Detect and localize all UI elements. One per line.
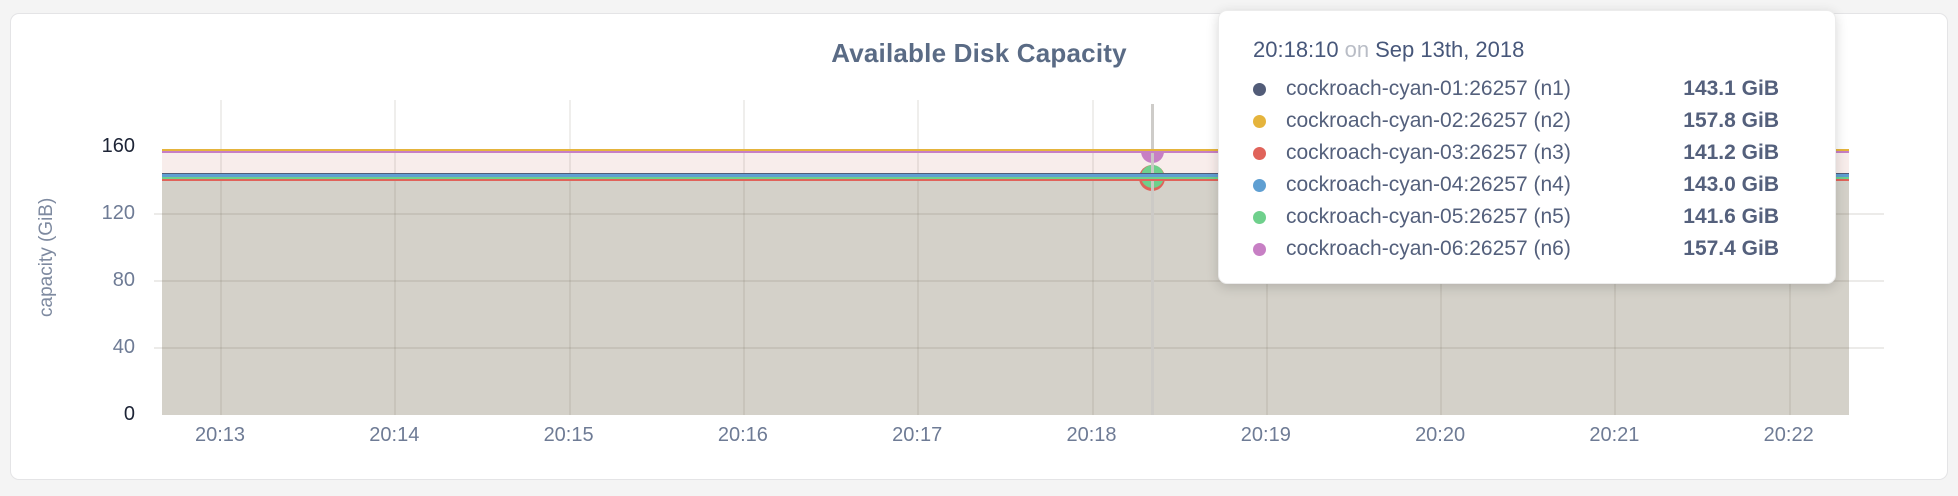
x-tick-label: 20:18: [1066, 424, 1117, 446]
y-tick-label: 80: [112, 269, 135, 291]
gridline-vertical: [568, 100, 571, 415]
tooltip-row: cockroach-cyan-02:26257 (n2) 157.8 GiB: [1253, 105, 1835, 137]
series-name: cockroach-cyan-04:26257 (n4): [1286, 173, 1571, 196]
x-tick-label: 20:22: [1763, 424, 1814, 446]
series-line-n4: [162, 174, 1849, 177]
chart-title: Available Disk Capacity: [831, 38, 1127, 68]
gridline-vertical: [1091, 100, 1094, 415]
series-dot: [1253, 210, 1266, 224]
gridline-vertical: [917, 100, 920, 415]
series-name: cockroach-cyan-03:26257 (n3): [1286, 141, 1571, 164]
x-tick-label: 20:17: [892, 424, 943, 446]
tooltip-date: Sep 13th, 2018: [1375, 37, 1525, 62]
tooltip-row: cockroach-cyan-05:26257 (n5) 141.6 GiB: [1253, 201, 1835, 233]
series-value: 141.2 GiB: [1683, 141, 1779, 164]
tooltip-row: cockroach-cyan-06:26257 (n6) 157.4 GiB: [1253, 233, 1835, 265]
tooltip-row: cockroach-cyan-01:26257 (n1) 143.1 GiB: [1253, 73, 1835, 105]
series-name: cockroach-cyan-01:26257 (n1): [1286, 77, 1571, 100]
series-name: cockroach-cyan-06:26257 (n6): [1286, 237, 1571, 260]
x-tick-label: 20:14: [369, 424, 420, 446]
series-value: 157.8 GiB: [1683, 109, 1779, 132]
y-tick-label: 160: [101, 135, 135, 157]
gridline-horizontal: [154, 347, 1884, 349]
series-value: 141.6 GiB: [1683, 205, 1779, 228]
series-dot: [1253, 178, 1266, 192]
tooltip-header: 20:18:10 on Sep 13th, 2018: [1253, 37, 1835, 63]
x-tick-label: 20:21: [1589, 424, 1640, 446]
y-tick-label: 0: [123, 403, 135, 425]
series-name: cockroach-cyan-05:26257 (n5): [1286, 205, 1571, 228]
gridline-horizontal: [154, 213, 1884, 215]
series-name: cockroach-cyan-02:26257 (n2): [1286, 109, 1571, 132]
x-tick-label: 20:20: [1415, 424, 1466, 446]
x-tick-label: 20:19: [1240, 424, 1291, 446]
series-value: 143.0 GiB: [1683, 173, 1779, 196]
series-line-n2: [162, 148, 1849, 152]
series-line-n1: [162, 173, 1849, 175]
series-line-n6: [162, 150, 1849, 154]
series-dot: [1253, 146, 1266, 160]
series-line-n5: [162, 176, 1849, 180]
series-line-n3: [162, 178, 1849, 182]
crosshair-guideline[interactable]: [1150, 104, 1154, 415]
y-tick-label: 40: [112, 336, 135, 358]
tooltip-row: cockroach-cyan-04:26257 (n4) 143.0 GiB: [1253, 169, 1835, 201]
tooltip-time: 20:18:10: [1253, 37, 1339, 62]
series-value: 157.4 GiB: [1683, 237, 1779, 260]
hover-tooltip: 20:18:10 on Sep 13th, 2018 cockroach-cyan-…: [1218, 10, 1836, 284]
series-dot: [1253, 82, 1266, 96]
gridline-horizontal: [154, 280, 1884, 282]
x-tick-label: 20:13: [194, 424, 246, 446]
tooltip-separator: on: [1344, 37, 1370, 62]
x-tick-label: 20:16: [717, 424, 768, 446]
gridline-vertical: [742, 100, 745, 415]
series-dot: [1253, 242, 1266, 256]
series-value: 143.1 GiB: [1683, 77, 1779, 100]
tooltip-row: cockroach-cyan-03:26257 (n3) 141.2 GiB: [1253, 137, 1835, 169]
y-tick-label: 120: [101, 202, 135, 224]
series-dot: [1253, 114, 1266, 128]
gridline-vertical: [394, 100, 397, 415]
x-tick-label: 20:15: [543, 424, 594, 446]
gridline-vertical: [220, 100, 222, 415]
